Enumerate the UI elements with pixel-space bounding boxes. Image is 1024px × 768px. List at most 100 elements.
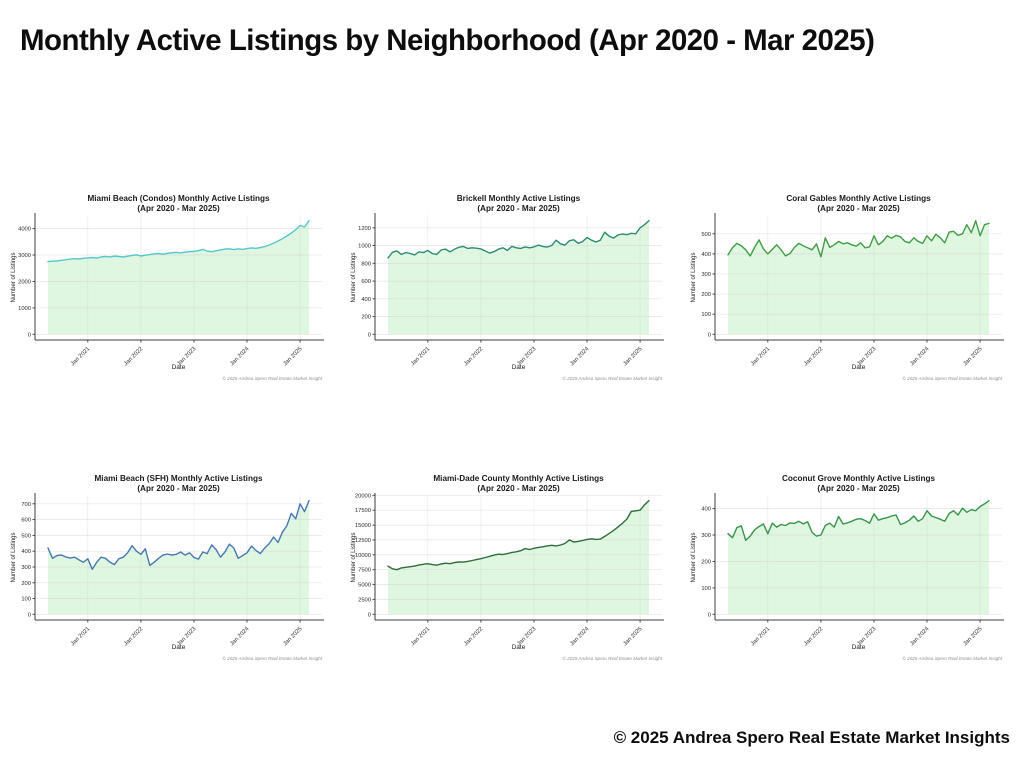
y-tick-label: 200 — [21, 581, 31, 587]
chart-area-fill — [388, 220, 649, 335]
x-tick-label: Jan 2022 — [123, 346, 144, 367]
chart-title: Brickell Monthly Active Listings — [457, 194, 581, 203]
chart-canvas-miami-beach-sfh: Miami Beach (SFH) Monthly Active Listing… — [11, 474, 324, 661]
chart-area-fill — [48, 220, 309, 335]
y-tick-label: 0 — [28, 612, 31, 618]
x-tick-label: Jan 2021 — [750, 346, 771, 367]
y-tick-label: 20000 — [355, 493, 371, 499]
y-tick-label: 100 — [701, 312, 711, 318]
x-tick-label: Jan 2021 — [410, 346, 431, 367]
x-tick-label: Jan 2024 — [229, 346, 251, 368]
y-tick-label: 15000 — [355, 523, 371, 529]
x-tick-label: Jan 2024 — [229, 626, 251, 648]
y-tick-label: 3000 — [18, 253, 31, 259]
y-tick-label: 0 — [708, 612, 711, 618]
x-tick-label: Jan 2025 — [622, 346, 643, 367]
chart-watermark: © 2025 Andrea Spero Real Estate Market I… — [563, 655, 663, 661]
y-tick-label: 2000 — [18, 280, 31, 286]
x-tick-label: Jan 2024 — [569, 346, 591, 368]
x-axis-label: Date — [852, 644, 866, 651]
y-tick-label: 2500 — [358, 597, 371, 603]
y-tick-label: 100 — [21, 597, 31, 603]
y-tick-label: 300 — [701, 533, 711, 539]
chart-canvas-miami-beach-condos: Miami Beach (Condos) Monthly Active List… — [11, 194, 324, 381]
chart-canvas-brickell: Brickell Monthly Active Listings(Apr 202… — [351, 194, 664, 381]
x-tick-label: Jan 2022 — [463, 346, 484, 367]
y-tick-label: 300 — [21, 565, 31, 571]
y-tick-label: 0 — [368, 332, 371, 338]
x-tick-label: Jan 2022 — [463, 626, 484, 647]
y-axis-label: Number of Listings — [351, 532, 357, 582]
chart-watermark: © 2025 Andrea Spero Real Estate Market I… — [903, 375, 1003, 381]
y-tick-label: 600 — [361, 279, 371, 285]
chart-coconut-grove: Coconut Grove Monthly Active Listings (Ap… — [688, 468, 1024, 748]
charts-grid: Miami Beach (Condos) Monthly Active List… — [8, 188, 1024, 748]
chart-title: Miami-Dade County Monthly Active Listing… — [433, 474, 604, 483]
chart-canvas-coral-gables: Coral Gables Monthly Active Listings(Apr… — [691, 194, 1004, 381]
x-tick-label: Jan 2024 — [909, 626, 931, 648]
y-tick-label: 0 — [28, 332, 31, 338]
chart-title: Miami Beach (Condos) Monthly Active List… — [87, 194, 270, 203]
x-tick-label: Jan 2025 — [622, 626, 643, 647]
chart-area-fill — [388, 500, 649, 615]
chart-line — [47, 500, 310, 570]
chart-miami-beach-sfh: Miami Beach (SFH) Monthly Active Listing… — [8, 468, 348, 748]
x-tick-label: Jan 2021 — [70, 346, 91, 367]
chart-subtitle: (Apr 2020 - Mar 2025) — [477, 484, 560, 493]
chart-line — [727, 220, 990, 258]
chart-area-fill — [728, 500, 989, 615]
x-tick-label: Jan 2025 — [282, 626, 303, 647]
y-tick-label: 1000 — [358, 244, 371, 250]
x-tick-label: Jan 2024 — [569, 626, 591, 648]
y-axis-label: Number of Listings — [691, 252, 697, 302]
y-axis-label: Number of Listings — [11, 252, 17, 302]
chart-subtitle: (Apr 2020 - Mar 2025) — [817, 204, 900, 213]
x-tick-label: Jan 2025 — [962, 626, 983, 647]
chart-canvas-coconut-grove: Coconut Grove Monthly Active Listings(Ap… — [691, 474, 1004, 661]
y-tick-label: 10000 — [355, 553, 371, 559]
y-tick-label: 5000 — [358, 583, 371, 589]
y-tick-label: 4000 — [18, 227, 31, 233]
y-tick-label: 0 — [368, 612, 371, 618]
footer-credit: © 2025 Andrea Spero Real Estate Market I… — [613, 728, 1010, 747]
x-axis-label: Date — [852, 364, 866, 371]
x-tick-label: Jan 2024 — [909, 346, 931, 368]
chart-miami-beach-condos: Miami Beach (Condos) Monthly Active List… — [8, 188, 348, 468]
y-tick-label: 500 — [21, 533, 31, 539]
y-tick-label: 400 — [701, 507, 711, 513]
y-tick-label: 200 — [361, 315, 371, 321]
chart-line — [387, 220, 650, 259]
chart-coral-gables: Coral Gables Monthly Active Listings (Apr… — [688, 188, 1024, 468]
chart-area-fill — [48, 500, 309, 615]
chart-watermark: © 2025 Andrea Spero Real Estate Market I… — [903, 655, 1003, 661]
chart-line — [387, 500, 650, 571]
chart-watermark: © 2025 Andrea Spero Real Estate Market I… — [223, 375, 323, 381]
chart-watermark: © 2025 Andrea Spero Real Estate Market I… — [563, 375, 663, 381]
chart-miami-dade-county: Miami-Dade County Monthly Active Listing… — [348, 468, 688, 748]
y-tick-label: 12500 — [355, 538, 371, 544]
y-axis-label: Number of Listings — [691, 532, 697, 582]
y-tick-label: 400 — [21, 549, 31, 555]
y-tick-label: 400 — [701, 252, 711, 258]
chart-line — [727, 500, 990, 541]
chart-title: Coral Gables Monthly Active Listings — [786, 194, 931, 203]
chart-canvas-miami-dade-county: Miami-Dade County Monthly Active Listing… — [351, 474, 664, 661]
x-axis-label: Date — [512, 644, 526, 651]
chart-subtitle: (Apr 2020 - Mar 2025) — [137, 204, 220, 213]
x-tick-label: Jan 2025 — [962, 346, 983, 367]
chart-title: Miami Beach (SFH) Monthly Active Listing… — [94, 474, 262, 483]
y-tick-label: 17500 — [355, 508, 371, 514]
chart-watermark: © 2025 Andrea Spero Real Estate Market I… — [223, 655, 323, 661]
chart-subtitle: (Apr 2020 - Mar 2025) — [137, 484, 220, 493]
x-tick-label: Jan 2021 — [410, 626, 431, 647]
y-tick-label: 700 — [21, 502, 31, 508]
y-tick-label: 400 — [361, 297, 371, 303]
x-axis-label: Date — [172, 644, 186, 651]
y-tick-label: 800 — [361, 261, 371, 267]
chart-brickell: Brickell Monthly Active Listings (Apr 202… — [348, 188, 688, 468]
y-tick-label: 1200 — [358, 226, 371, 232]
chart-area-fill — [728, 220, 989, 335]
y-tick-label: 100 — [701, 586, 711, 592]
x-tick-label: Jan 2022 — [803, 626, 824, 647]
x-axis-label: Date — [172, 364, 186, 371]
